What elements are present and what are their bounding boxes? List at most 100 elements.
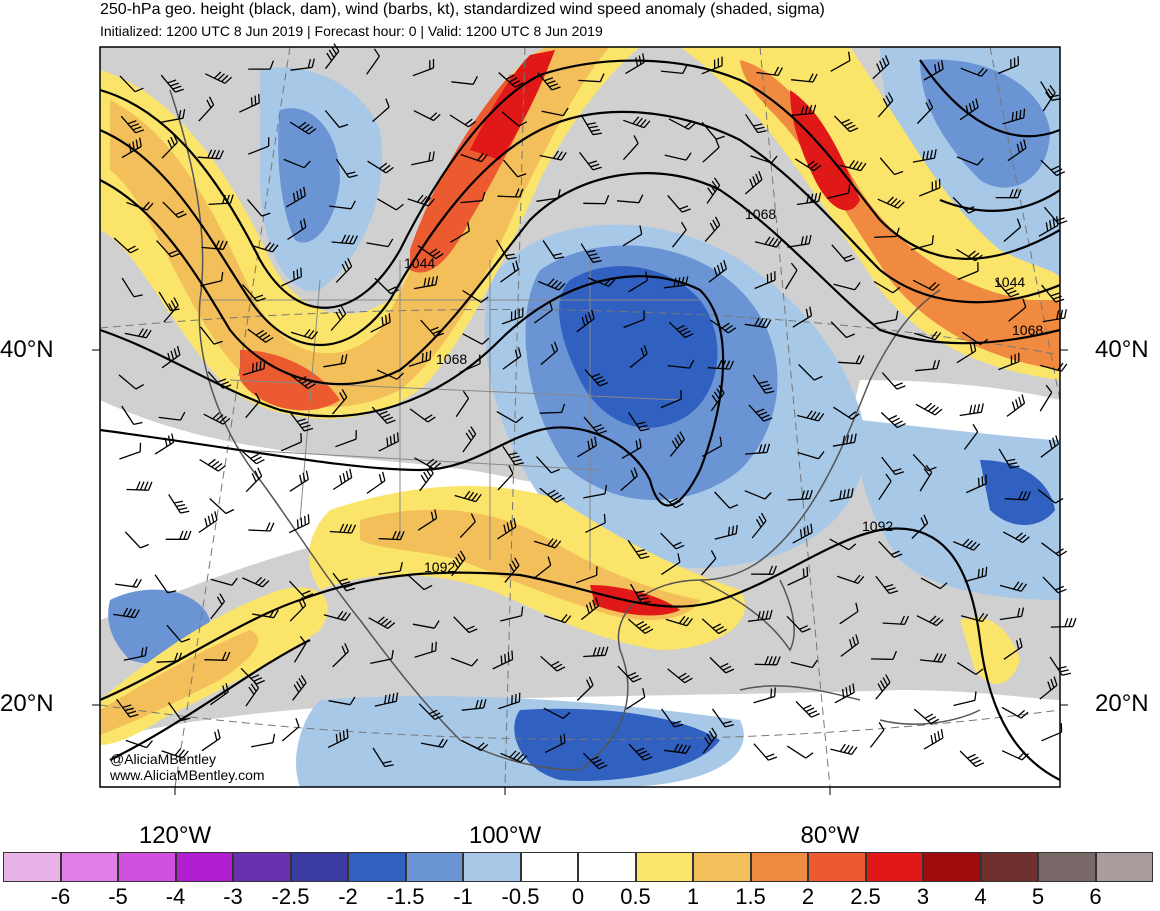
wind-barb (124, 531, 149, 549)
wind-barb (251, 608, 279, 619)
colorbar-swatch (290, 852, 348, 882)
wind-barb (668, 118, 696, 130)
wind-barb (625, 53, 645, 75)
wind-barb (198, 511, 218, 534)
wind-barb (623, 310, 645, 329)
wind-barb (126, 201, 154, 211)
wind-barb (617, 665, 642, 683)
wind-barb (621, 438, 642, 459)
wind-barb (709, 657, 735, 674)
wind-barb (124, 328, 152, 339)
wind-barb (798, 364, 823, 381)
wind-barb (1002, 108, 1026, 125)
colorbar-swatch (348, 852, 406, 882)
wind-barb (786, 615, 811, 633)
watermark-site: www.AliciaMBentley.com (110, 767, 265, 783)
wind-barb (920, 577, 948, 590)
wind-barb (329, 523, 357, 534)
wind-barb (289, 470, 309, 492)
wind-barb (166, 624, 191, 643)
wind-barb (498, 72, 524, 88)
wind-barb (664, 743, 691, 754)
wind-barb (701, 436, 723, 457)
wind-barb (1050, 617, 1077, 628)
wind-barb (533, 556, 552, 580)
wind-barb (959, 750, 985, 768)
wind-barb (583, 484, 608, 499)
wind-barb (408, 350, 432, 367)
wind-barb (792, 306, 813, 328)
wind-barb (168, 494, 190, 514)
wind-barb (290, 58, 315, 71)
wind-barb (1004, 490, 1031, 501)
wind-barb (911, 514, 929, 539)
wind-barb (913, 708, 940, 725)
colorbar-swatch (3, 852, 61, 882)
wind-barb (966, 474, 988, 494)
wind-barb (830, 51, 851, 72)
wind-barb (450, 222, 470, 243)
wind-barb (245, 467, 263, 493)
wind-barb (797, 451, 825, 460)
wind-barb (1039, 676, 1058, 700)
wind-barb (660, 532, 685, 550)
wind-barb (451, 550, 466, 577)
wind-barb (745, 443, 771, 455)
wind-barb (588, 277, 616, 287)
wind-barb (667, 668, 693, 684)
wind-barb (119, 442, 142, 460)
colorbar-tick-label: 5 (1031, 884, 1045, 909)
wind-barb (248, 522, 275, 532)
wind-barb (414, 641, 437, 658)
wind-barb (583, 646, 609, 658)
map-frame (99, 46, 1061, 788)
wind-barb (879, 157, 904, 176)
wind-barb (875, 575, 899, 595)
wind-barb (997, 56, 1020, 75)
wind-barb (366, 471, 386, 494)
wind-barb (335, 430, 357, 448)
colorbar-tick-label: 1 (686, 884, 700, 909)
state-borders (200, 260, 700, 570)
wind-barb (207, 371, 232, 389)
wind-barb (667, 359, 695, 369)
wind-barb (201, 240, 228, 250)
wind-barb (412, 59, 435, 77)
wind-barb (620, 467, 638, 491)
chart-title: 250-hPa geo. height (black, dam), wind (… (100, 1, 825, 18)
wind-barb (959, 98, 979, 121)
wind-barb (874, 310, 899, 325)
wind-barb (960, 67, 988, 77)
wind-barb (923, 728, 944, 750)
wind-barb (831, 244, 855, 263)
wind-barb (501, 307, 524, 325)
wind-barb (251, 733, 276, 748)
wind-barb (1042, 576, 1067, 594)
wind-barb (923, 60, 944, 81)
wind-barb (156, 240, 180, 258)
wind-barb (496, 239, 517, 260)
wind-barb (370, 313, 391, 333)
wind-barb (332, 389, 348, 415)
wind-barb (577, 436, 597, 458)
wind-barb (999, 581, 1028, 592)
contour-label-group: 1044 1068 1068 1044 1068 1092 1092 (404, 206, 1043, 575)
wind-barb (208, 194, 234, 206)
wind-barb (1039, 384, 1053, 412)
wind-barb (418, 703, 444, 720)
wind-barb (964, 566, 988, 583)
wind-barb (204, 651, 231, 661)
wind-barb (209, 498, 235, 515)
colorbar-swatch (750, 852, 808, 882)
wind-barb (497, 465, 514, 491)
wind-barb (627, 618, 654, 634)
wind-barb (454, 490, 482, 503)
wind-barb (332, 572, 356, 592)
wind-barb (198, 96, 215, 122)
frame-ticks (92, 349, 1068, 795)
watermark-handle: @AliciaMBentley (110, 751, 217, 767)
wind-barb (417, 245, 444, 260)
colorbar-swatch (808, 852, 866, 882)
wind-barb (123, 646, 148, 661)
wind-barb (239, 93, 260, 113)
